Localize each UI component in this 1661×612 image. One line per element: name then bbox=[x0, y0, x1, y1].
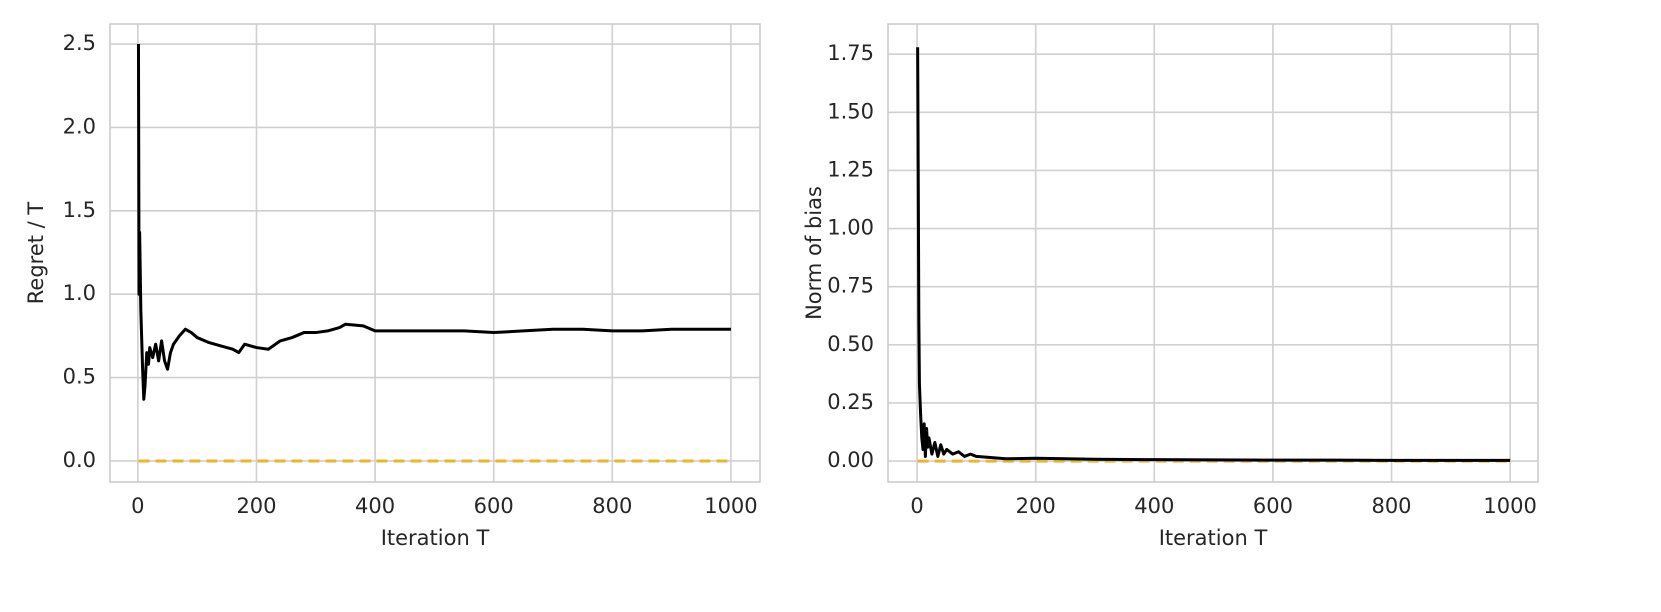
x-tick-label: 600 bbox=[1253, 494, 1293, 518]
plot-frame bbox=[109, 23, 761, 483]
plot-frame bbox=[887, 23, 1539, 483]
y-tick-label: 1.00 bbox=[827, 216, 874, 240]
data-line bbox=[136, 44, 731, 401]
y-axis-label: Norm of bias bbox=[802, 186, 826, 320]
x-tick-label: 400 bbox=[355, 494, 395, 518]
x-tick-label: 800 bbox=[1371, 494, 1411, 518]
y-tick-label: 2.5 bbox=[63, 31, 96, 55]
x-tick-label: 200 bbox=[1016, 494, 1056, 518]
y-tick-label: 1.25 bbox=[827, 157, 874, 181]
y-tick-label: 0.75 bbox=[827, 274, 874, 298]
x-axis-label: Iteration T bbox=[1159, 526, 1268, 550]
y-axis-label: Regret / T bbox=[24, 202, 48, 305]
y-tick-label: 1.50 bbox=[827, 99, 874, 123]
x-tick-label: 200 bbox=[236, 494, 276, 518]
y-tick-label: 1.5 bbox=[63, 198, 96, 222]
x-tick-label: 1000 bbox=[704, 494, 757, 518]
x-tick-label: 400 bbox=[1134, 494, 1174, 518]
data-line bbox=[916, 47, 1511, 462]
x-tick-label: 1000 bbox=[1483, 494, 1536, 518]
x-tick-label: 600 bbox=[474, 494, 514, 518]
x-tick-label: 800 bbox=[592, 494, 632, 518]
x-axis-label: Iteration T bbox=[381, 526, 490, 550]
y-tick-label: 0.5 bbox=[63, 365, 96, 389]
y-tick-label: 2.0 bbox=[63, 114, 96, 138]
x-tick-label: 0 bbox=[910, 494, 923, 518]
x-tick-label: 0 bbox=[131, 494, 144, 518]
y-tick-label: 1.75 bbox=[827, 41, 874, 65]
y-tick-label: 0.00 bbox=[827, 448, 874, 472]
y-tick-label: 1.0 bbox=[63, 281, 96, 305]
y-tick-label: 0.50 bbox=[827, 332, 874, 356]
y-tick-label: 0.25 bbox=[827, 390, 874, 414]
y-tick-label: 0.0 bbox=[63, 448, 96, 472]
